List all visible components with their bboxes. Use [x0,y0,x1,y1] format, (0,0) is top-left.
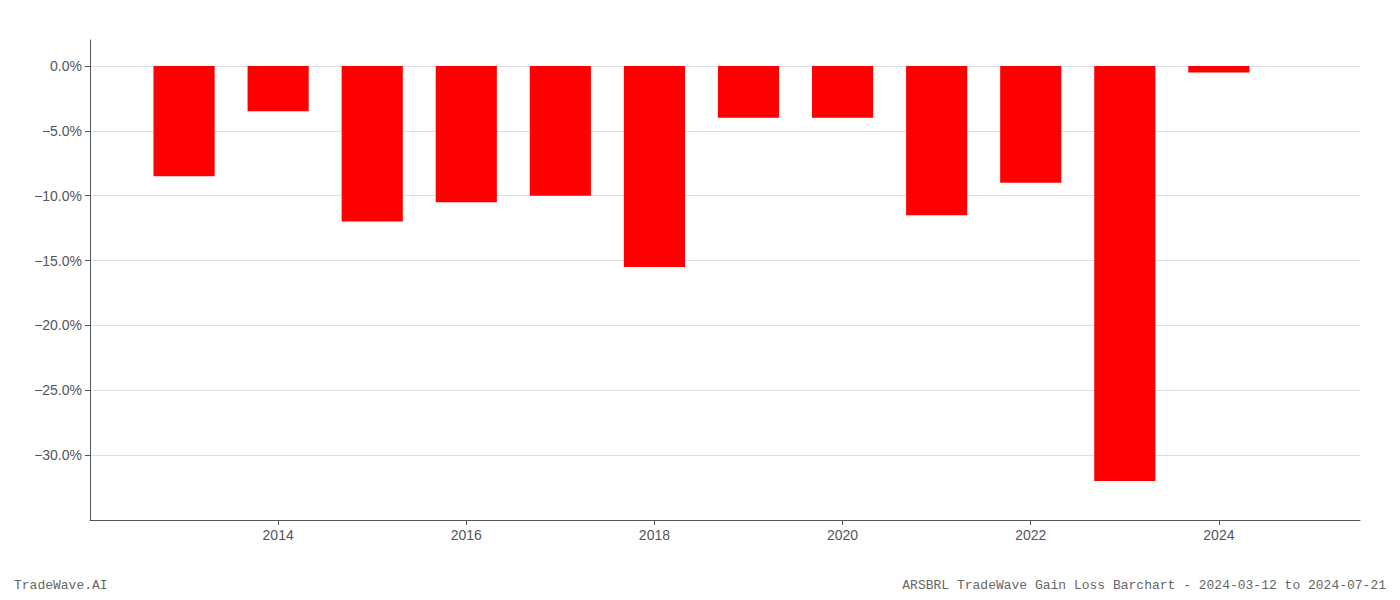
svg-text:2020: 2020 [827,527,858,543]
svg-text:ARSBRL TradeWave Gain Loss Bar: ARSBRL TradeWave Gain Loss Barchart - 20… [902,578,1386,593]
svg-text:TradeWave.AI: TradeWave.AI [14,578,108,593]
svg-text:−15.0%: −15.0% [34,253,82,269]
svg-text:2014: 2014 [263,527,294,543]
svg-text:2022: 2022 [1015,527,1046,543]
svg-text:−5.0%: −5.0% [42,123,82,139]
svg-text:0.0%: 0.0% [50,58,82,74]
svg-text:−25.0%: −25.0% [34,382,82,398]
svg-text:−20.0%: −20.0% [34,317,82,333]
svg-text:2018: 2018 [639,527,670,543]
svg-text:−10.0%: −10.0% [34,188,82,204]
svg-text:2024: 2024 [1203,527,1234,543]
svg-text:2016: 2016 [451,527,482,543]
svg-text:−30.0%: −30.0% [34,447,82,463]
